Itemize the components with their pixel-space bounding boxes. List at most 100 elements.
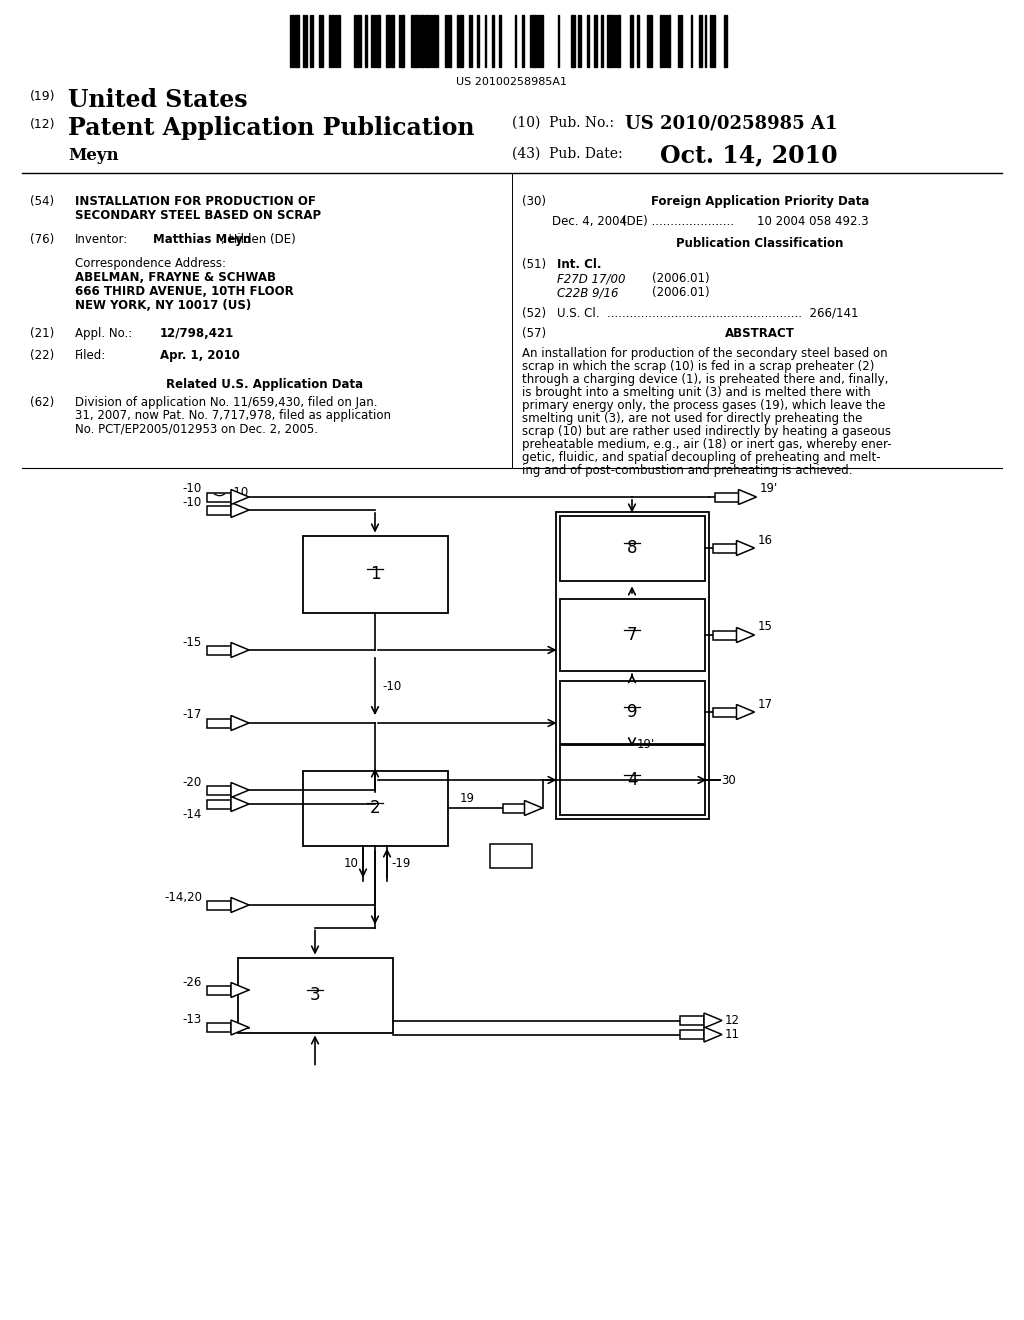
Bar bbox=[715, 492, 738, 502]
Text: -10: -10 bbox=[182, 483, 202, 495]
Text: Publication Classification: Publication Classification bbox=[676, 238, 844, 249]
Text: 19': 19' bbox=[637, 738, 655, 751]
Bar bbox=[207, 645, 231, 655]
Text: Related U.S. Application Data: Related U.S. Application Data bbox=[167, 378, 364, 391]
Text: (54): (54) bbox=[30, 195, 54, 209]
Text: US 2010/0258985 A1: US 2010/0258985 A1 bbox=[625, 115, 838, 133]
Text: United States: United States bbox=[68, 88, 248, 112]
Text: ABSTRACT: ABSTRACT bbox=[725, 327, 795, 341]
Text: 31, 2007, now Pat. No. 7,717,978, filed as application: 31, 2007, now Pat. No. 7,717,978, filed … bbox=[75, 409, 391, 422]
Bar bbox=[354, 15, 356, 67]
Bar bbox=[329, 15, 331, 67]
Bar bbox=[532, 15, 536, 67]
Text: 9: 9 bbox=[627, 704, 637, 721]
Bar bbox=[376, 15, 380, 67]
Text: preheatable medium, e.g., air (18) or inert gas, whereby ener-: preheatable medium, e.g., air (18) or in… bbox=[522, 438, 892, 451]
Text: (21): (21) bbox=[30, 327, 54, 341]
Bar bbox=[587, 15, 589, 67]
Text: (30): (30) bbox=[522, 195, 546, 209]
Text: Patent Application Publication: Patent Application Publication bbox=[68, 116, 474, 140]
Text: 1: 1 bbox=[370, 565, 380, 583]
Bar bbox=[207, 900, 231, 909]
Text: 11: 11 bbox=[725, 1028, 740, 1041]
Text: Apr. 1, 2010: Apr. 1, 2010 bbox=[160, 348, 240, 362]
Bar bbox=[411, 15, 413, 67]
Text: 12/798,421: 12/798,421 bbox=[160, 327, 234, 341]
Text: 4: 4 bbox=[627, 771, 637, 789]
Bar bbox=[207, 506, 231, 515]
Bar bbox=[305, 15, 307, 67]
Text: -14: -14 bbox=[182, 808, 202, 821]
Text: 3: 3 bbox=[309, 986, 321, 1005]
Polygon shape bbox=[231, 796, 249, 812]
Bar bbox=[559, 599, 705, 671]
Bar bbox=[713, 544, 736, 553]
Bar bbox=[680, 15, 682, 67]
Bar bbox=[647, 15, 650, 67]
Polygon shape bbox=[231, 783, 249, 797]
Text: -10: -10 bbox=[382, 680, 401, 693]
Bar bbox=[617, 15, 620, 67]
Bar bbox=[559, 516, 705, 581]
Bar bbox=[365, 15, 367, 67]
Polygon shape bbox=[736, 540, 755, 556]
Bar bbox=[637, 15, 639, 67]
Polygon shape bbox=[738, 490, 757, 504]
Bar bbox=[594, 15, 597, 67]
Bar bbox=[460, 15, 463, 67]
Text: 19: 19 bbox=[460, 792, 475, 804]
Bar bbox=[555, 511, 709, 818]
Bar bbox=[668, 15, 670, 67]
Bar bbox=[699, 15, 702, 67]
Text: -15: -15 bbox=[182, 635, 202, 648]
Text: -20: -20 bbox=[182, 776, 202, 788]
Text: Division of application No. 11/659,430, filed on Jan.: Division of application No. 11/659,430, … bbox=[75, 396, 378, 409]
Text: U.S. Cl.  ....................................................  266/141: U.S. Cl. ...............................… bbox=[557, 308, 858, 319]
Text: -14,20: -14,20 bbox=[164, 891, 202, 903]
Polygon shape bbox=[705, 1012, 722, 1028]
Text: -19: -19 bbox=[391, 857, 411, 870]
Text: Inventor:: Inventor: bbox=[75, 234, 128, 246]
Text: An installation for production of the secondary steel based on: An installation for production of the se… bbox=[522, 347, 888, 360]
Bar bbox=[713, 631, 736, 639]
Bar bbox=[207, 1023, 231, 1032]
Text: -10: -10 bbox=[182, 495, 202, 508]
Text: 10: 10 bbox=[344, 857, 359, 870]
Text: ing and of post-combustion and preheating is achieved.: ing and of post-combustion and preheatin… bbox=[522, 465, 853, 477]
Text: Oct. 14, 2010: Oct. 14, 2010 bbox=[660, 143, 838, 168]
Bar bbox=[302, 771, 447, 846]
Text: 7: 7 bbox=[627, 626, 637, 644]
Text: , Hilden (DE): , Hilden (DE) bbox=[221, 234, 296, 246]
Polygon shape bbox=[231, 1020, 249, 1035]
Text: 2: 2 bbox=[370, 799, 380, 817]
Text: NEW YORK, NY 10017 (US): NEW YORK, NY 10017 (US) bbox=[75, 300, 251, 312]
Text: (22): (22) bbox=[30, 348, 54, 362]
Bar bbox=[445, 15, 447, 67]
Polygon shape bbox=[231, 982, 249, 998]
Bar bbox=[238, 957, 392, 1032]
Bar bbox=[207, 492, 231, 502]
Bar bbox=[559, 681, 705, 743]
Text: (52): (52) bbox=[522, 308, 546, 319]
Text: (19): (19) bbox=[30, 90, 55, 103]
Bar bbox=[391, 15, 394, 67]
Text: 12: 12 bbox=[725, 1014, 740, 1027]
Bar bbox=[607, 15, 611, 67]
Bar bbox=[724, 15, 727, 67]
Bar bbox=[612, 15, 614, 67]
Text: SECONDARY STEEL BASED ON SCRAP: SECONDARY STEEL BASED ON SCRAP bbox=[75, 209, 322, 222]
Polygon shape bbox=[736, 627, 755, 643]
Bar bbox=[713, 708, 736, 717]
Bar bbox=[537, 15, 540, 67]
Text: smelting unit (3), are not used for directly preheating the: smelting unit (3), are not used for dire… bbox=[522, 412, 862, 425]
Bar bbox=[207, 785, 231, 795]
Bar bbox=[571, 15, 575, 67]
Bar bbox=[357, 15, 359, 67]
Polygon shape bbox=[231, 715, 249, 730]
Bar bbox=[207, 718, 231, 727]
Text: No. PCT/EP2005/012953 on Dec. 2, 2005.: No. PCT/EP2005/012953 on Dec. 2, 2005. bbox=[75, 422, 318, 436]
Text: through a charging device (1), is preheated there and, finally,: through a charging device (1), is prehea… bbox=[522, 374, 889, 385]
Bar bbox=[207, 986, 231, 994]
Text: 30: 30 bbox=[722, 774, 736, 787]
Polygon shape bbox=[231, 898, 249, 912]
